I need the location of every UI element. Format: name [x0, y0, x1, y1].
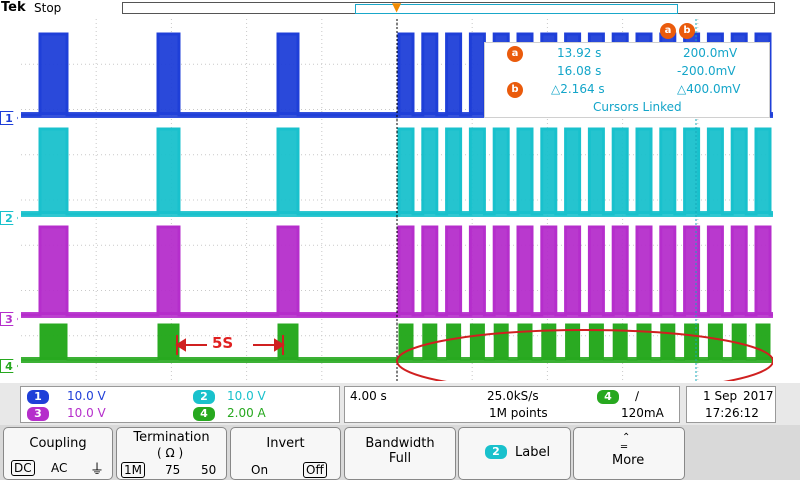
more-arrow-icon: ⌃: [622, 432, 631, 443]
ch3-scale: 10.0 V: [67, 406, 106, 420]
time: 17:26:12: [705, 406, 759, 420]
channel-4-marker[interactable]: 4: [0, 359, 18, 373]
cursor-b-header-badge: b: [679, 23, 695, 39]
coupling-title: Coupling: [29, 436, 87, 451]
coupling-gnd-icon: ⏚: [90, 462, 104, 478]
channel-3-marker[interactable]: 3: [0, 312, 18, 326]
cursor-a-badge: a: [507, 46, 523, 62]
termination-75: 75: [165, 463, 181, 477]
invert-button[interactable]: Invert On Off: [230, 427, 341, 480]
interval-arrow: [175, 335, 285, 355]
coupling-dc: DC: [11, 460, 35, 476]
cursor-delta-volt: △400.0mV: [677, 82, 741, 96]
record-view-window[interactable]: [355, 4, 678, 14]
ch1-scale: 10.0 V: [67, 389, 106, 403]
coupling-button[interactable]: Coupling DC AC ⏚: [3, 427, 113, 480]
channel-1-marker[interactable]: 1: [0, 111, 18, 125]
horizontal-trigger-box[interactable]: 4.00 s 25.0kS/s 1M points 4 ∕ 120mA: [344, 386, 680, 423]
ch4-scale-badge: 4: [193, 407, 215, 421]
top-status-bar: Tek Stop ▼: [0, 0, 800, 17]
termination-button[interactable]: Termination ( Ω ) 1M 75 50: [116, 427, 227, 480]
bandwidth-title: Bandwidth: [365, 436, 435, 451]
cursor-a-volt: 200.0mV: [683, 46, 738, 60]
record-view-bar[interactable]: [122, 2, 775, 14]
cursor-a-time: 13.92 s: [557, 46, 602, 60]
ch4-scale: 2.00 A: [227, 406, 266, 420]
cursor-b-time: 16.08 s: [557, 64, 602, 78]
more-lines-icon: ═: [621, 442, 628, 453]
cursor-b-volt: -200.0mV: [677, 64, 736, 78]
bandwidth-button[interactable]: Bandwidth Full: [344, 427, 456, 480]
coupling-ac: AC: [51, 461, 68, 475]
ch3-scale-badge: 3: [27, 407, 49, 421]
label-channel-badge: 2: [485, 445, 507, 459]
ch2-scale: 10.0 V: [227, 389, 266, 403]
invert-off: Off: [303, 462, 327, 478]
record-length: 1M points: [489, 406, 548, 420]
label-button[interactable]: 2 Label: [458, 427, 571, 480]
highlight-ellipse: [396, 329, 773, 381]
ch2-scale-badge: 2: [193, 390, 215, 404]
channel-2-waveform: [21, 127, 773, 217]
trigger-channel-badge: 4: [597, 390, 619, 404]
date-year: 2017: [743, 389, 774, 403]
date-day: 1 Sep: [703, 389, 738, 403]
termination-unit: ( Ω ): [157, 446, 184, 460]
bandwidth-value: Full: [388, 451, 412, 466]
ch1-scale-badge: 1: [27, 390, 49, 404]
termination-1m: 1M: [121, 462, 145, 478]
more-button[interactable]: ⌃ ═ More: [573, 427, 685, 480]
trigger-position-icon[interactable]: ▼: [392, 0, 402, 14]
trigger-slope-icon: ∕: [635, 389, 640, 403]
more-title: More: [612, 453, 645, 468]
cursor-a-header-badge: a: [660, 23, 676, 39]
acquisition-state: Stop: [34, 1, 62, 15]
date-time-box: 1 Sep 2017 17:26:12: [686, 386, 776, 423]
trigger-level: 120mA: [621, 406, 664, 420]
cursor-readout-panel: a 13.92 s 200.0mV 16.08 s -200.0mV b △2.…: [484, 42, 770, 118]
cursor-delta-time: △2.164 s: [551, 82, 605, 96]
sample-rate: 25.0kS/s: [487, 389, 539, 403]
invert-title: Invert: [266, 436, 305, 451]
timebase: 4.00 s: [350, 389, 387, 403]
cursor-b-badge: b: [507, 82, 523, 98]
termination-title: Termination: [133, 430, 210, 445]
cursors-linked-label: Cursors Linked: [593, 100, 682, 114]
brand-logo: Tek: [1, 0, 26, 15]
channel-2-marker[interactable]: 2: [0, 211, 18, 225]
termination-50: 50: [201, 463, 217, 477]
invert-on: On: [251, 463, 269, 477]
interval-annotation: 5S: [212, 334, 234, 352]
channel-scale-box[interactable]: 1 10.0 V 2 10.0 V 3 10.0 V 4 2.00 A: [20, 386, 340, 423]
label-title: Label: [515, 445, 551, 460]
